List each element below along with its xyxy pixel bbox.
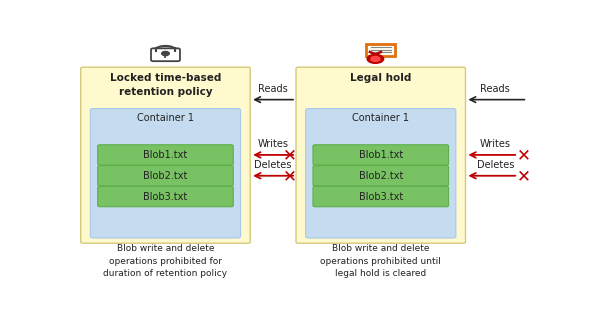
- Text: ✕: ✕: [517, 167, 531, 185]
- FancyBboxPatch shape: [98, 186, 233, 207]
- Text: Blob1.txt: Blob1.txt: [144, 150, 187, 160]
- Text: ✕: ✕: [517, 146, 531, 164]
- FancyBboxPatch shape: [313, 166, 449, 186]
- FancyBboxPatch shape: [313, 186, 449, 207]
- Circle shape: [162, 52, 169, 56]
- FancyBboxPatch shape: [98, 166, 233, 186]
- Text: Blob3.txt: Blob3.txt: [359, 192, 403, 202]
- FancyBboxPatch shape: [90, 109, 241, 238]
- Text: Container 1: Container 1: [137, 112, 194, 123]
- FancyBboxPatch shape: [81, 67, 250, 243]
- Circle shape: [371, 56, 380, 62]
- FancyBboxPatch shape: [296, 67, 466, 243]
- Text: Blob write and delete
operations prohibited until
legal hold is cleared: Blob write and delete operations prohibi…: [320, 244, 441, 279]
- FancyBboxPatch shape: [151, 48, 180, 61]
- Text: Blob1.txt: Blob1.txt: [359, 150, 403, 160]
- Text: ✕: ✕: [283, 167, 297, 185]
- Text: Legal hold: Legal hold: [350, 73, 411, 83]
- Text: Blob write and delete
operations prohibited for
duration of retention policy: Blob write and delete operations prohibi…: [103, 244, 228, 279]
- FancyBboxPatch shape: [98, 145, 233, 165]
- Text: Locked time-based
retention policy: Locked time-based retention policy: [110, 73, 221, 97]
- Text: Container 1: Container 1: [352, 112, 409, 123]
- Text: Deletes: Deletes: [255, 160, 292, 170]
- FancyBboxPatch shape: [366, 44, 395, 56]
- Text: Blob2.txt: Blob2.txt: [143, 171, 188, 181]
- Text: Reads: Reads: [258, 84, 288, 94]
- Text: ✕: ✕: [283, 146, 297, 164]
- Text: Deletes: Deletes: [476, 160, 514, 170]
- Text: Reads: Reads: [480, 84, 510, 94]
- Text: Writes: Writes: [480, 139, 511, 149]
- Text: Writes: Writes: [258, 139, 288, 149]
- Text: Blob2.txt: Blob2.txt: [359, 171, 403, 181]
- FancyBboxPatch shape: [313, 145, 449, 165]
- Text: Blob3.txt: Blob3.txt: [144, 192, 187, 202]
- Circle shape: [367, 54, 384, 63]
- FancyBboxPatch shape: [306, 109, 456, 238]
